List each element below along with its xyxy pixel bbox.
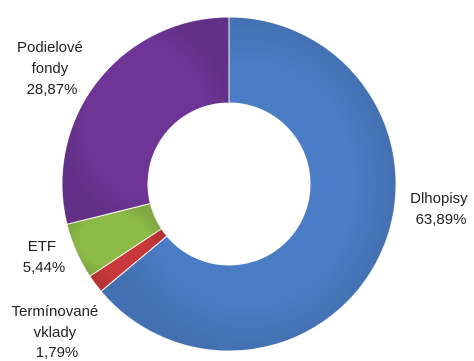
label-podielove-value: 28,87% <box>27 81 78 98</box>
donut-slices <box>61 16 397 352</box>
label-terminovane-vklady: Termínované vklady 1,79% <box>12 303 103 361</box>
label-podielove-name-line1: Podielové <box>17 39 83 56</box>
label-terminovane-value: 1,79% <box>36 344 79 361</box>
label-dlhopisy-value: 63,89% <box>416 211 467 228</box>
label-podielove-fondy: Podielové fondy 28,87% <box>17 39 87 98</box>
slice-podielové-fondy <box>61 16 230 225</box>
label-etf-name: ETF <box>28 238 56 255</box>
label-terminovane-name-line1: Termínované <box>12 303 99 320</box>
label-etf-value: 5,44% <box>23 259 66 276</box>
label-dlhopisy: Dlhopisy 63,89% <box>410 190 472 228</box>
label-podielove-name-line2: fondy <box>32 60 69 77</box>
label-terminovane-name-line2: vklady <box>34 324 77 341</box>
label-dlhopisy-name: Dlhopisy <box>410 190 468 207</box>
label-etf: ETF 5,44% <box>23 238 66 276</box>
